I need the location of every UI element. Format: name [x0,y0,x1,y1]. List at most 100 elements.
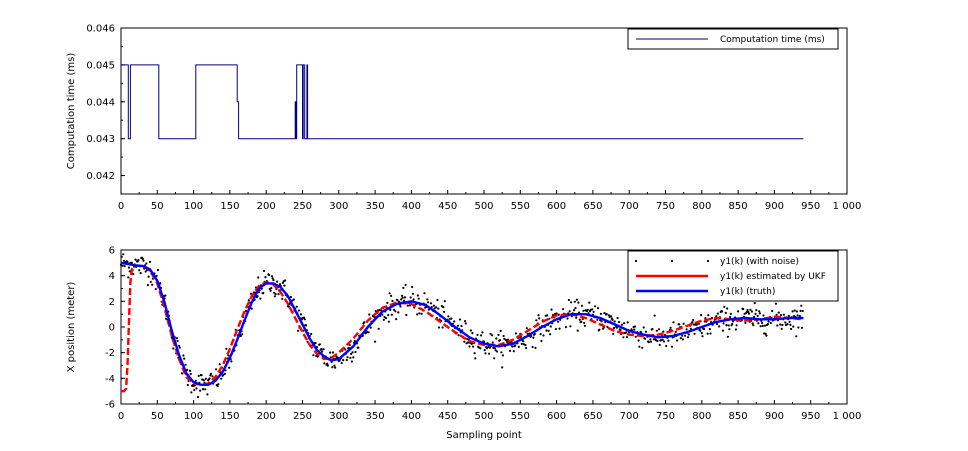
noise-point [574,307,577,310]
noise-point [539,333,542,336]
noise-point [779,314,783,317]
noise-point [208,377,211,380]
noise-point [634,335,637,338]
noise-point [395,318,398,321]
noise-point [702,327,706,331]
noise-point [751,322,754,325]
noise-point [752,324,755,327]
noise-point [404,283,407,286]
noise-point [409,296,412,299]
noise-point [570,301,573,304]
noise-point [514,332,518,335]
noise-point [401,296,404,299]
y-tick-label: -2 [105,348,115,359]
noise-point [710,317,714,320]
noise-point [672,321,675,324]
noise-point [644,330,648,333]
noise-point [722,322,725,325]
noise-point [184,363,187,366]
noise-point [389,308,392,311]
noise-point [662,340,666,343]
x-tick-label: 200 [257,201,276,212]
noise-point [151,283,154,286]
noise-point [453,320,456,323]
noise-point [411,285,414,289]
legend-point-marker [706,259,710,263]
noise-point [297,309,300,312]
noise-point [284,279,287,282]
noise-point [558,327,561,330]
noise-point [262,269,266,273]
noise-point [387,320,390,323]
noise-point [514,344,517,347]
noise-point [669,326,672,329]
noise-point [744,321,747,324]
noise-point [283,284,286,287]
noise-point [297,329,300,332]
noise-point [600,320,603,323]
x-tick-label: 300 [329,411,348,422]
noise-point [708,328,711,331]
x-tick-label: 500 [474,411,493,422]
noise-point [542,334,545,337]
noise-point [622,336,625,339]
noise-point [202,379,205,382]
noise-point [416,294,419,297]
noise-point [218,363,221,366]
noise-point [509,349,512,352]
legend: y1(k) (with noise) y1(k) estimated by UKF… [627,250,839,302]
noise-point [548,317,551,320]
noise-point [437,307,440,310]
x-tick-label: 350 [366,411,385,422]
noise-point [789,323,792,326]
noise-point [707,314,710,317]
noise-point [211,375,214,378]
noise-point [598,328,601,331]
noise-point [348,343,351,347]
noise-point [725,324,728,327]
noise-point [164,294,167,297]
noise-point [530,335,533,338]
noise-point [661,338,664,341]
noise-point [754,312,757,315]
x-tick-label: 1 000 [833,201,862,212]
noise-point [607,314,611,317]
x-tick-label: 550 [511,201,530,212]
noise-point [613,320,616,323]
noise-point [623,322,626,325]
noise-point [800,326,804,329]
noise-point [466,341,470,344]
noise-point [457,334,460,337]
legend-label: y1(k) (with noise) [720,257,799,267]
noise-point [633,328,636,331]
noise-point [759,325,762,328]
noise-point [642,326,645,329]
x-tick-label: 750 [656,201,675,212]
noise-point [687,333,690,336]
noise-point [592,310,595,313]
noise-point [139,272,142,275]
noise-point [575,316,578,319]
noise-point [456,324,459,327]
legend-label: y1(k) estimated by UKF [720,272,826,282]
noise-point [605,313,608,316]
noise-point [277,293,280,296]
legend-label: Computation time (ms) [720,35,825,45]
noise-point [334,366,337,369]
series-line-computation-time-ms- [121,64,804,140]
noise-point [746,308,749,312]
noise-point [788,320,791,323]
noise-point [709,332,712,335]
noise-point [596,307,600,310]
noise-point [412,298,415,301]
noise-point [480,334,483,337]
noise-point [740,319,743,322]
noise-point [658,343,661,346]
noise-point [481,331,484,334]
noise-point [314,341,317,345]
noise-point [756,314,759,317]
y-tick-label: 0.042 [86,171,115,182]
noise-point [693,332,696,335]
x-axis-label: Sampling point [446,430,522,441]
noise-point [799,309,802,312]
